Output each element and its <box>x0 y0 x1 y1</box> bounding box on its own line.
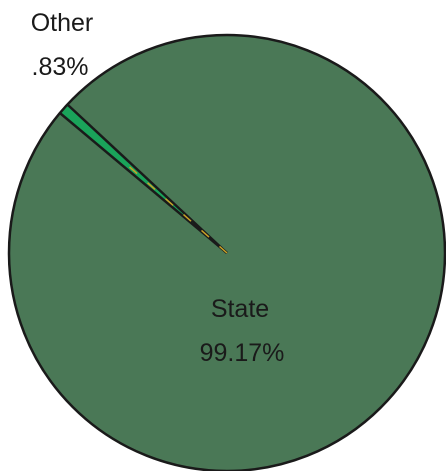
slice-value-label-state: 99.17% <box>200 339 285 367</box>
pie-rim <box>7 33 446 471</box>
slice-divider-1 <box>59 112 228 254</box>
slice-label-other: Other <box>31 9 94 37</box>
slice-dividers <box>59 103 228 254</box>
slice-value-label-other: .83% <box>32 53 89 81</box>
slice-label-state: State <box>211 295 269 323</box>
slice-divider-2 <box>66 103 228 254</box>
